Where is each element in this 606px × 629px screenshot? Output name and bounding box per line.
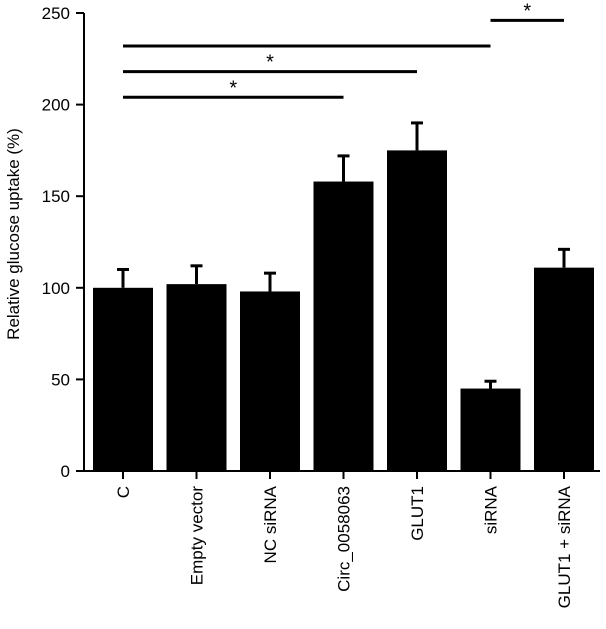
bar <box>240 291 300 471</box>
significance-marker: * <box>266 52 274 74</box>
bar <box>313 181 374 471</box>
y-tick-label: 250 <box>42 4 70 23</box>
x-tick-label: GLUT1 <box>408 486 427 541</box>
bar <box>534 267 594 471</box>
x-tick-label: C <box>114 486 133 498</box>
bar <box>460 388 521 471</box>
x-ticks-group: C Empty vector NC siRNA Circ_0058063 GLUT1 si… <box>114 471 574 608</box>
x-tick-label: Circ_0058063 <box>335 486 354 592</box>
y-tick-label: 0 <box>61 462 70 481</box>
bars-group <box>93 150 594 471</box>
bar <box>93 287 153 471</box>
significance-marker: * <box>229 77 237 99</box>
y-tick-label: 100 <box>42 279 70 298</box>
x-tick-label: NC siRNA <box>261 485 280 563</box>
y-tick-label: 50 <box>51 370 70 389</box>
x-tick-label: Empty vector <box>188 486 207 586</box>
y-tick-label: 150 <box>42 187 70 206</box>
y-tick-label: 200 <box>42 96 70 115</box>
axes-group <box>83 13 600 472</box>
x-tick-label: GLUT1 + siRNA <box>555 485 574 608</box>
bar <box>166 284 227 471</box>
y-axis-title: Relative glucose uptake (%) <box>4 128 23 340</box>
significance-marker: * <box>523 0 531 22</box>
y-ticks-group: 0 50 100 150 200 250 <box>42 4 84 481</box>
x-tick-label: siRNA <box>482 485 501 534</box>
bar <box>387 150 447 471</box>
significance-group: * * * <box>123 0 564 99</box>
error-bars-group <box>117 121 570 389</box>
